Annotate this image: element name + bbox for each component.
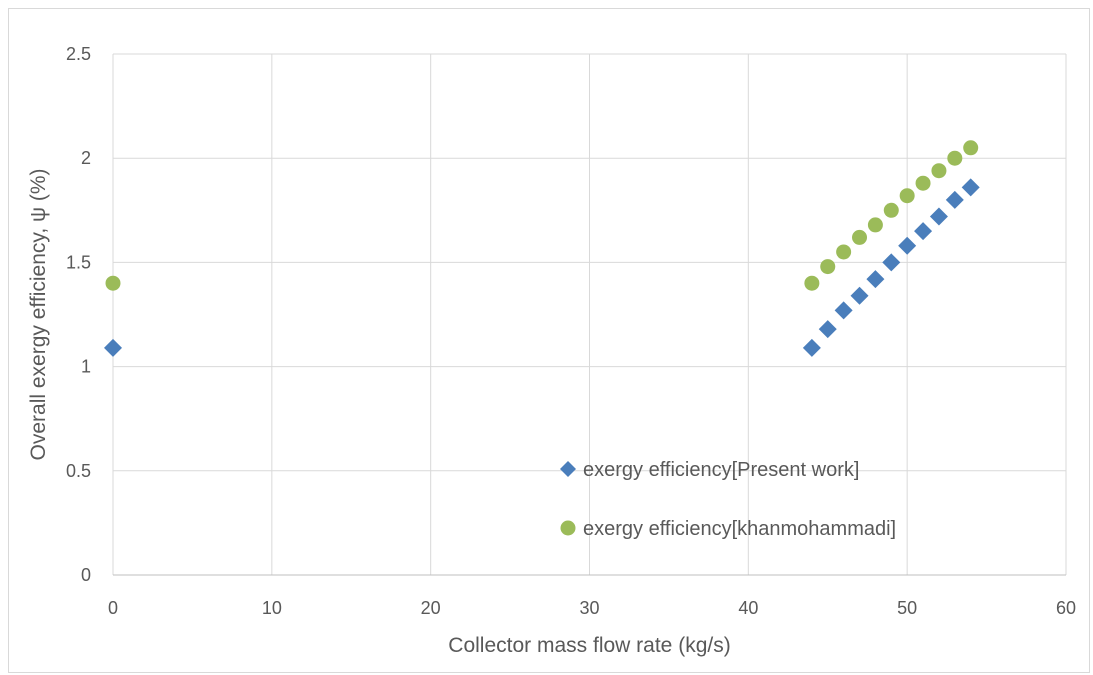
diamond-point [914, 222, 933, 241]
diamond-point [834, 301, 853, 320]
legend-diamond-marker [560, 461, 576, 477]
legend-label-khanmohammadi: exergy efficiency[khanmohammadi] [583, 518, 896, 540]
legend-entry-present-work: exergy efficiency[Present work] [560, 459, 859, 481]
circle-point [883, 202, 899, 218]
y-tick-label: 0 [81, 565, 91, 585]
diamond-point [882, 253, 901, 272]
x-tick-label: 60 [1056, 598, 1076, 618]
x-tick-label: 50 [897, 598, 917, 618]
circle-point [836, 244, 852, 260]
legend: exergy efficiency[Present work] exergy e… [560, 459, 896, 540]
circle-point [963, 140, 979, 156]
y-tick-label: 2.5 [66, 44, 91, 64]
diamond-point [802, 338, 821, 357]
circle-point [867, 217, 883, 233]
x-tick-label: 20 [421, 598, 441, 618]
y-tick-label: 1.5 [66, 252, 91, 272]
diamond-point [961, 178, 980, 197]
y-tick-label: 1 [81, 357, 91, 377]
x-tick-label: 30 [579, 598, 599, 618]
circle-point [820, 259, 836, 275]
gridlines [112, 53, 1067, 575]
circle-point [899, 188, 915, 204]
circle-point [931, 163, 947, 179]
diamond-point [866, 270, 885, 289]
x-tick-label: 40 [738, 598, 758, 618]
legend-entry-khanmohammadi: exergy efficiency[khanmohammadi] [560, 518, 896, 540]
diamond-point [945, 190, 964, 209]
x-axis-title: Collector mass flow rate (kg/s) [448, 634, 730, 657]
circle-point [804, 275, 820, 291]
circle-point [915, 175, 931, 191]
data-points [104, 140, 980, 357]
circle-point [852, 229, 868, 245]
y-tick-label: 0.5 [66, 461, 91, 481]
diamond-point [850, 286, 869, 305]
diamond-point [898, 236, 917, 255]
legend-circle-marker [560, 520, 576, 536]
circle-point [947, 150, 963, 166]
x-tick-label: 10 [262, 598, 282, 618]
diamond-point [104, 338, 122, 357]
legend-label-present-work: exergy efficiency[Present work] [583, 459, 859, 481]
circle-point [105, 275, 121, 291]
diamond-point [818, 320, 837, 339]
y-tick-label: 2 [81, 148, 91, 168]
x-tick-label: 0 [108, 598, 118, 618]
x-tick-labels: 0 10 20 30 40 50 60 [108, 598, 1076, 618]
y-axis-title: Overall exergy efficiency, ψ (%) [27, 169, 50, 461]
diamond-point [929, 207, 948, 226]
y-tick-labels: 0 0.5 1 1.5 2 2.5 [66, 44, 91, 585]
chart-frame [8, 8, 1090, 673]
